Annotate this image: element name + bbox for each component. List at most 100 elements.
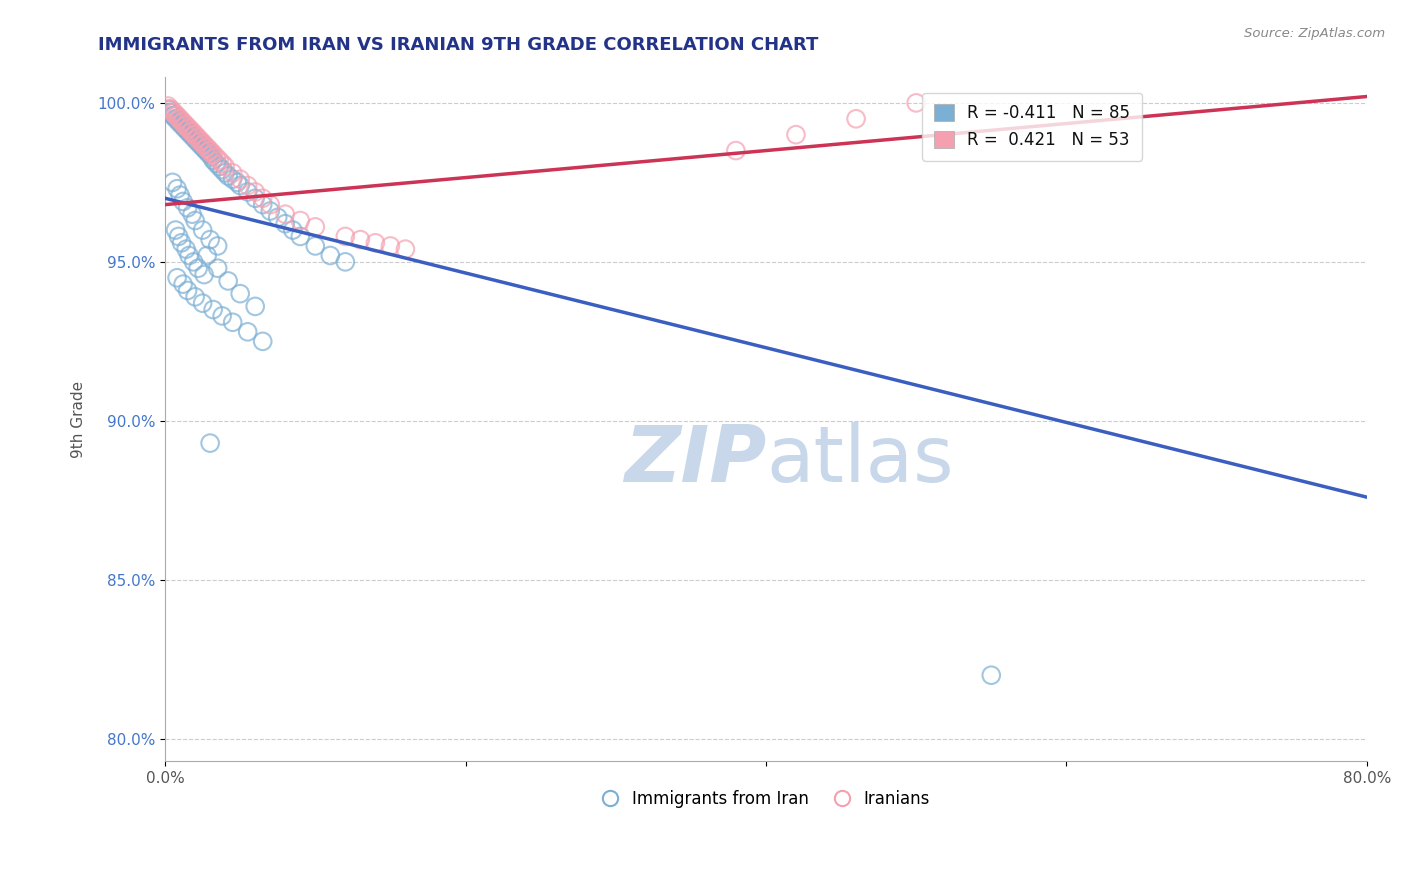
Point (174, 242, 197, 256)
Point (169, 112, 191, 126)
Point (187, 261, 209, 276)
Point (207, 239, 229, 253)
Point (274, 217, 297, 231)
Point (195, 248, 218, 262)
Point (166, 112, 188, 126)
Point (208, 153, 231, 167)
Point (205, 150, 228, 164)
Point (197, 144, 219, 158)
Point (207, 261, 229, 276)
Point (162, 105, 184, 120)
Point (162, 175, 184, 189)
Point (211, 156, 233, 170)
Point (184, 213, 207, 227)
Point (221, 166, 243, 180)
Point (172, 194, 194, 209)
Point (202, 153, 225, 167)
Point (160, 105, 183, 120)
Point (202, 302, 225, 317)
Point (187, 131, 209, 145)
Point (159, 105, 181, 120)
Point (193, 268, 215, 282)
Point (179, 121, 201, 136)
Point (170, 115, 193, 129)
Point (157, 102, 180, 116)
Point (785, 128, 807, 142)
Point (167, 229, 190, 244)
Point (172, 115, 194, 129)
Point (174, 118, 197, 132)
Point (184, 290, 207, 304)
Point (259, 204, 281, 219)
Point (176, 201, 198, 215)
Point (229, 286, 252, 301)
Point (195, 140, 218, 154)
Point (205, 156, 228, 170)
Point (259, 197, 281, 211)
Point (252, 197, 274, 211)
Point (165, 109, 187, 123)
Point (349, 233, 371, 247)
Point (245, 299, 267, 313)
Point (180, 128, 202, 142)
Point (281, 223, 304, 237)
Point (163, 109, 186, 123)
Point (166, 109, 188, 123)
Point (194, 140, 217, 154)
Point (290, 229, 312, 244)
Point (173, 118, 195, 132)
Point (167, 112, 190, 126)
Point (211, 162, 233, 177)
Point (181, 124, 204, 138)
Point (183, 128, 205, 142)
Point (197, 146, 219, 161)
Point (905, 95, 928, 110)
Point (166, 182, 188, 196)
Point (176, 124, 198, 138)
Point (179, 248, 201, 262)
Point (724, 144, 747, 158)
Point (162, 109, 184, 123)
Point (394, 242, 416, 256)
Point (252, 334, 274, 349)
Point (221, 315, 243, 329)
Point (290, 213, 312, 227)
Point (229, 172, 252, 186)
Text: ZIP: ZIP (624, 422, 766, 499)
Point (169, 188, 191, 202)
Point (183, 131, 205, 145)
Point (191, 137, 214, 152)
Point (221, 172, 243, 186)
Point (236, 178, 259, 193)
Point (165, 112, 187, 126)
Point (172, 118, 194, 132)
Point (214, 166, 236, 180)
Point (380, 239, 402, 253)
Point (172, 277, 194, 292)
Y-axis label: 9th Grade: 9th Grade (72, 381, 86, 458)
Point (180, 124, 202, 138)
Point (166, 270, 188, 285)
Point (245, 185, 267, 199)
Point (195, 144, 218, 158)
Point (186, 131, 208, 145)
Text: IMMIGRANTS FROM IRAN VS IRANIAN 9TH GRADE CORRELATION CHART: IMMIGRANTS FROM IRAN VS IRANIAN 9TH GRAD… (98, 36, 818, 54)
Point (179, 124, 201, 138)
Point (194, 144, 217, 158)
Point (183, 255, 205, 269)
Point (198, 144, 221, 158)
Point (191, 223, 214, 237)
Point (226, 175, 249, 189)
Point (198, 146, 221, 161)
Point (304, 219, 326, 234)
Point (176, 121, 198, 136)
Point (188, 134, 211, 148)
Point (335, 229, 357, 244)
Point (186, 134, 208, 148)
Point (236, 185, 259, 199)
Point (159, 102, 181, 116)
Point (236, 325, 259, 339)
Point (245, 191, 267, 205)
Point (169, 115, 191, 129)
Point (193, 140, 215, 154)
